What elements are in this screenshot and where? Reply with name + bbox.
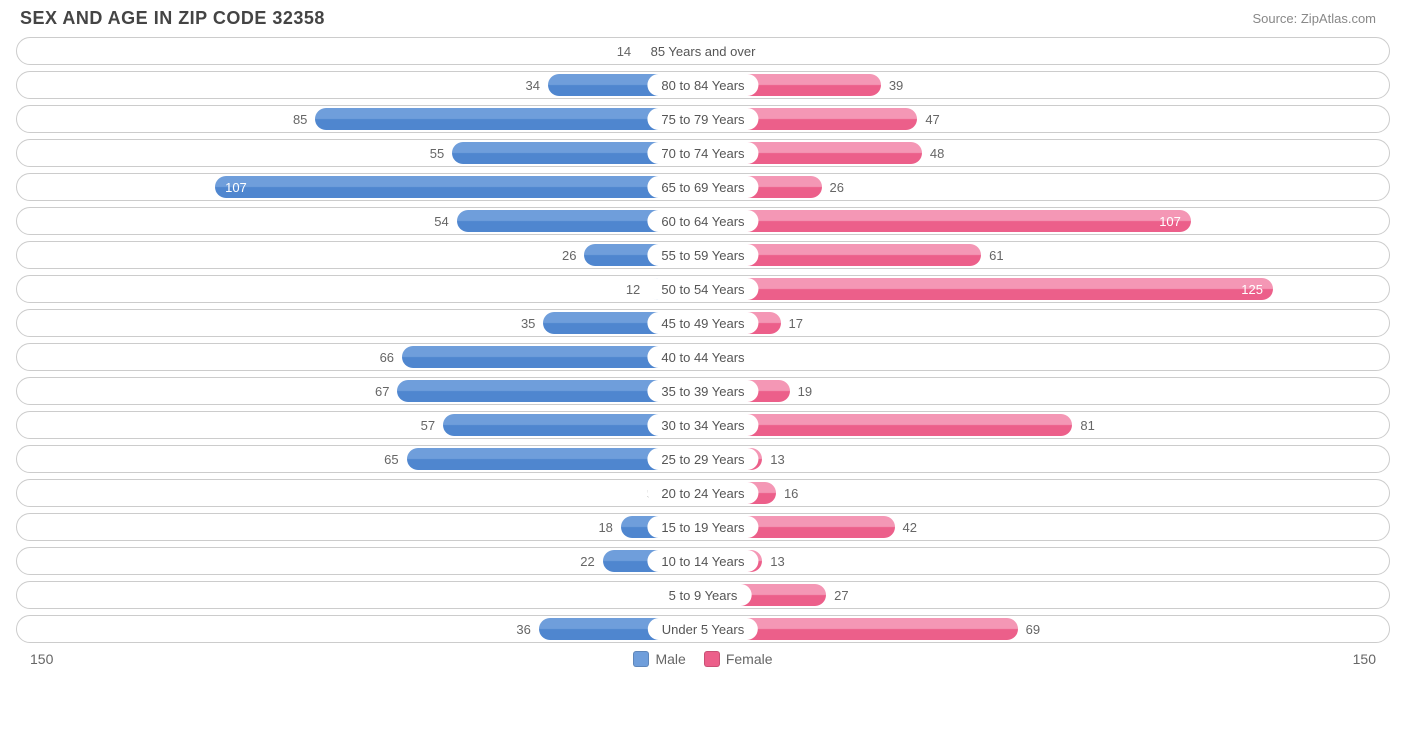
female-bar: 107 [703,210,1191,232]
chart-row: 66040 to 44 Years [16,343,1390,371]
male-value: 57 [413,418,443,433]
female-value: 16 [776,486,806,501]
female-value: 107 [1159,214,1181,229]
chart-row: 22 13 10 to 14 Years [16,547,1390,575]
chart-row: 85 47 75 to 79 Years [16,105,1390,133]
category-label: 40 to 44 Years [647,346,758,368]
chart-row: 12 125 50 to 54 Years [16,275,1390,303]
category-label: 10 to 14 Years [647,550,758,572]
male-value: 14 [609,44,639,59]
category-label: 80 to 84 Years [647,74,758,96]
legend-label: Male [655,651,685,667]
legend-label: Female [726,651,773,667]
male-value: 12 [618,282,648,297]
chart-row: 67 19 35 to 39 Years [16,377,1390,405]
chart-row: 54 107 60 to 64 Years [16,207,1390,235]
male-value: 35 [513,316,543,331]
category-label: 65 to 69 Years [647,176,758,198]
chart-row: 36 69 Under 5 Years [16,615,1390,643]
category-label: 60 to 64 Years [647,210,758,232]
category-label: 15 to 19 Years [647,516,758,538]
male-value: 66 [372,350,402,365]
legend-swatch [704,651,720,667]
chart-row: 91620 to 24 Years [16,479,1390,507]
chart-row: 18 42 15 to 19 Years [16,513,1390,541]
category-label: 35 to 39 Years [647,380,758,402]
chart-row: 107 26 65 to 69 Years [16,173,1390,201]
female-bar: 125 [703,278,1273,300]
male-value: 54 [426,214,456,229]
male-value: 36 [508,622,538,637]
male-bar: 107 [215,176,703,198]
female-value: 19 [790,384,820,399]
female-value: 13 [762,554,792,569]
male-value: 22 [572,554,602,569]
axis-max-right: 150 [1353,651,1376,667]
legend: Male Female [53,651,1352,667]
female-value: 27 [826,588,856,603]
category-label: 70 to 74 Years [647,142,758,164]
chart-title: SEX AND AGE IN ZIP CODE 32358 [20,8,325,29]
chart-source: Source: ZipAtlas.com [1252,11,1376,26]
category-label: 5 to 9 Years [655,584,752,606]
chart-row: 0275 to 9 Years [16,581,1390,609]
male-value: 85 [285,112,315,127]
male-value: 67 [367,384,397,399]
chart-row: 34 39 80 to 84 Years [16,71,1390,99]
legend-swatch [633,651,649,667]
chart-row: 55 48 70 to 74 Years [16,139,1390,167]
male-value: 34 [518,78,548,93]
category-label: 20 to 24 Years [647,482,758,504]
category-label: 50 to 54 Years [647,278,758,300]
chart-row: 35 17 45 to 49 Years [16,309,1390,337]
female-value: 13 [762,452,792,467]
female-value: 81 [1072,418,1102,433]
female-value: 39 [881,78,911,93]
population-pyramid: 14985 Years and over 34 39 80 to 84 Years 85… [0,33,1406,643]
female-value: 48 [922,146,952,161]
category-label: 75 to 79 Years [647,108,758,130]
legend-item: Female [704,651,773,667]
category-label: 45 to 49 Years [647,312,758,334]
legend-item: Male [633,651,685,667]
category-label: 30 to 34 Years [647,414,758,436]
female-value: 42 [895,520,925,535]
female-value: 125 [1241,282,1263,297]
female-value: 47 [917,112,947,127]
female-value: 26 [822,180,852,195]
male-value: 107 [225,180,247,195]
chart-row: 57 81 30 to 34 Years [16,411,1390,439]
axis-max-left: 150 [30,651,53,667]
male-bar [315,108,703,130]
male-value: 65 [376,452,406,467]
category-label: 85 Years and over [637,40,770,62]
female-value: 61 [981,248,1011,263]
male-value: 55 [422,146,452,161]
category-label: 25 to 29 Years [647,448,758,470]
male-value: 18 [590,520,620,535]
chart-row: 26 61 55 to 59 Years [16,241,1390,269]
chart-row: 14985 Years and over [16,37,1390,65]
category-label: 55 to 59 Years [647,244,758,266]
category-label: Under 5 Years [648,618,758,640]
male-value: 26 [554,248,584,263]
female-value: 17 [781,316,811,331]
chart-row: 65 13 25 to 29 Years [16,445,1390,473]
female-value: 69 [1018,622,1048,637]
